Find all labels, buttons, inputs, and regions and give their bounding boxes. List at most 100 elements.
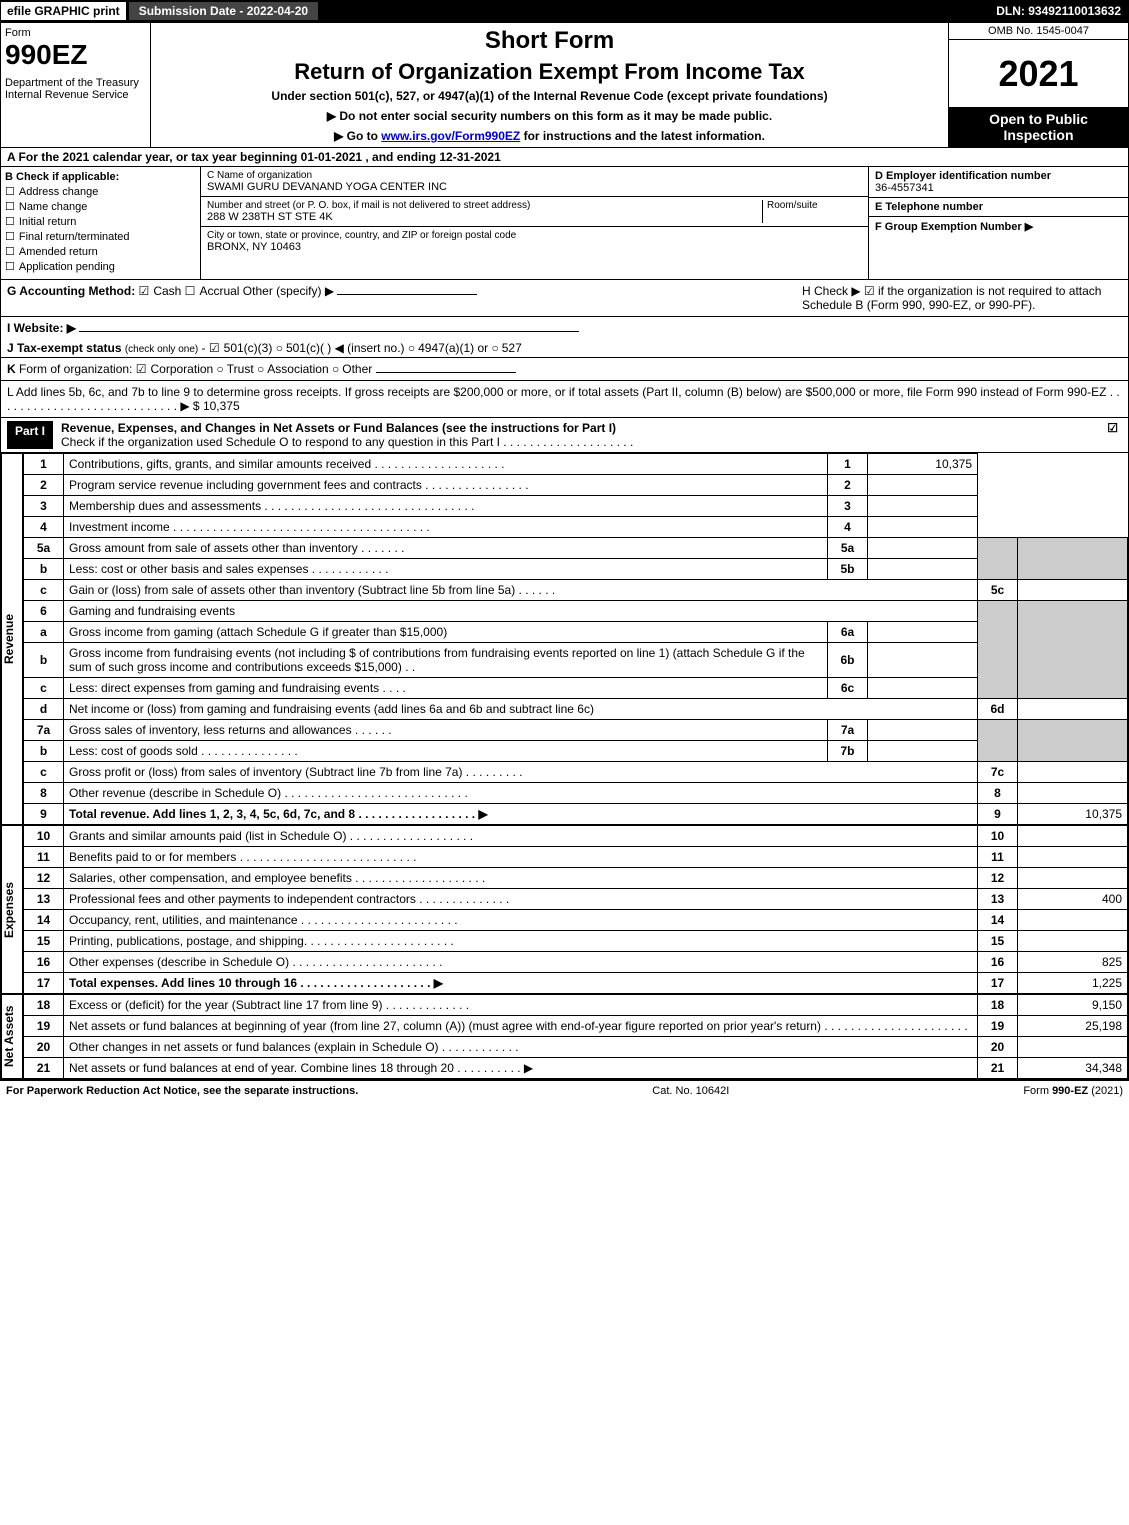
table-row: cGain or (loss) from sale of assets othe…	[24, 580, 1128, 601]
table-row: 18Excess or (deficit) for the year (Subt…	[24, 995, 1128, 1016]
table-row: 12Salaries, other compensation, and empl…	[24, 868, 1128, 889]
net-assets-side-label: Net Assets	[1, 994, 23, 1079]
irs-link[interactable]: www.irs.gov/Form990EZ	[381, 129, 520, 143]
table-row: 8Other revenue (describe in Schedule O) …	[24, 783, 1128, 804]
street-hint: Number and street (or P. O. box, if mail…	[207, 200, 762, 211]
accounting-method: G Accounting Method: Cash Accrual Other …	[7, 284, 477, 312]
chk-amended-return[interactable]: Amended return	[5, 245, 196, 258]
dln-label: DLN: 93492110013632	[988, 2, 1129, 20]
bullet-2-pre: ▶ Go to	[334, 129, 381, 143]
table-row: 9Total revenue. Add lines 1, 2, 3, 4, 5c…	[24, 804, 1128, 825]
chk-501c[interactable]: 501(c)( ) ◀ (insert no.)	[276, 341, 405, 355]
short-form-title: Short Form	[159, 27, 940, 55]
expenses-table: 10Grants and similar amounts paid (list …	[23, 825, 1128, 994]
right-box: OMB No. 1545-0047 2021 Open to Public In…	[948, 23, 1128, 147]
table-row: dNet income or (loss) from gaming and fu…	[24, 699, 1128, 720]
table-row: bLess: cost or other basis and sales exp…	[24, 559, 1128, 580]
chk-other-org[interactable]: Other	[332, 362, 372, 376]
org-name-cell: C Name of organization SWAMI GURU DEVANA…	[201, 167, 868, 197]
table-row: 13Professional fees and other payments t…	[24, 889, 1128, 910]
table-row: 3Membership dues and assessments . . . .…	[24, 496, 1128, 517]
g-label: G Accounting Method:	[7, 284, 135, 298]
row-j-tax-status: J Tax-exempt status (check only one) - 5…	[1, 339, 1128, 358]
website-label: I Website: ▶	[7, 321, 76, 335]
section-bcde: B Check if applicable: Address change Na…	[1, 167, 1128, 279]
efile-print-label[interactable]: efile GRAPHIC print	[0, 1, 127, 21]
chk-association[interactable]: Association	[257, 362, 329, 376]
table-row: 16Other expenses (describe in Schedule O…	[24, 952, 1128, 973]
other-specify: Other (specify) ▶	[243, 284, 334, 298]
part-1-header: Part I Revenue, Expenses, and Changes in…	[1, 418, 1128, 453]
org-name: SWAMI GURU DEVANAND YOGA CENTER INC	[207, 181, 862, 193]
department-label: Department of the Treasury Internal Reve…	[5, 77, 146, 101]
part-1-label: Part I	[7, 421, 53, 449]
omb-number: OMB No. 1545-0047	[949, 23, 1128, 40]
table-row: aGross income from gaming (attach Schedu…	[24, 622, 1128, 643]
form-container: Form 990EZ Department of the Treasury In…	[0, 22, 1129, 1080]
table-row: 21Net assets or fund balances at end of …	[24, 1058, 1128, 1079]
chk-trust[interactable]: Trust	[217, 362, 254, 376]
chk-address-change[interactable]: Address change	[5, 185, 196, 198]
table-row: bGross income from fundraising events (n…	[24, 643, 1128, 678]
row-a-calendar: A For the 2021 calendar year, or tax yea…	[1, 148, 1128, 167]
chk-accrual[interactable]: Accrual	[185, 284, 240, 298]
row-k-form-org: K Form of organization: Corporation Trus…	[1, 358, 1128, 381]
room-hint: Room/suite	[767, 200, 862, 211]
group-label: F Group Exemption Number ▶	[875, 220, 1122, 233]
table-row: 15Printing, publications, postage, and s…	[24, 931, 1128, 952]
chk-application-pending[interactable]: Application pending	[5, 260, 196, 273]
chk-4947[interactable]: 4947(a)(1) or	[408, 341, 488, 355]
form-number-box: Form 990EZ Department of the Treasury In…	[1, 23, 151, 147]
city-hint: City or town, state or province, country…	[207, 230, 862, 241]
chk-final-return[interactable]: Final return/terminated	[5, 230, 196, 243]
page-footer: For Paperwork Reduction Act Notice, see …	[0, 1080, 1129, 1101]
table-row: 4Investment income . . . . . . . . . . .…	[24, 517, 1128, 538]
bullet-2: ▶ Go to www.irs.gov/Form990EZ for instru…	[159, 129, 940, 143]
revenue-section: Revenue 1Contributions, gifts, grants, a…	[1, 453, 1128, 825]
open-to-public: Open to Public Inspection	[949, 107, 1128, 147]
top-bar: efile GRAPHIC print Submission Date - 20…	[0, 0, 1129, 22]
form-number: 990EZ	[5, 39, 146, 71]
column-d-identifiers: D Employer identification number 36-4557…	[868, 167, 1128, 279]
row-h-schedule-b: H Check ▶ ☑ if the organization is not r…	[802, 284, 1122, 312]
street-cell: Number and street (or P. O. box, if mail…	[201, 197, 868, 227]
street-address: 288 W 238TH ST STE 4K	[207, 211, 762, 223]
table-row: cLess: direct expenses from gaming and f…	[24, 678, 1128, 699]
row-l-amount: 10,375	[203, 399, 240, 413]
table-row: 20Other changes in net assets or fund ba…	[24, 1037, 1128, 1058]
other-org-input[interactable]	[376, 372, 516, 373]
form-word: Form	[5, 27, 146, 39]
chk-501c3[interactable]: 501(c)(3)	[209, 341, 272, 355]
return-title: Return of Organization Exempt From Incom…	[159, 59, 940, 85]
row-i-website: I Website: ▶	[1, 317, 1128, 339]
chk-corporation[interactable]: Corporation	[136, 362, 213, 376]
website-input[interactable]	[79, 331, 579, 332]
part-1-checkbox[interactable]	[1107, 421, 1122, 449]
ein-cell: D Employer identification number 36-4557…	[869, 167, 1128, 198]
tel-cell: E Telephone number	[869, 198, 1128, 217]
other-input[interactable]	[337, 294, 477, 295]
table-row: 7aGross sales of inventory, less returns…	[24, 720, 1128, 741]
chk-initial-return[interactable]: Initial return	[5, 215, 196, 228]
tax-year: 2021	[949, 40, 1128, 107]
table-row: bLess: cost of goods sold . . . . . . . …	[24, 741, 1128, 762]
chk-cash[interactable]: Cash	[139, 284, 182, 298]
city-cell: City or town, state or province, country…	[201, 227, 868, 256]
title-box: Short Form Return of Organization Exempt…	[151, 23, 948, 147]
part-1-subtitle: Check if the organization used Schedule …	[61, 435, 633, 449]
chk-527[interactable]: 527	[492, 341, 522, 355]
bullet-1: ▶ Do not enter social security numbers o…	[159, 109, 940, 123]
table-row: 10Grants and similar amounts paid (list …	[24, 826, 1128, 847]
submission-date: Submission Date - 2022-04-20	[129, 2, 318, 20]
column-c-org-info: C Name of organization SWAMI GURU DEVANA…	[201, 167, 868, 279]
footer-form-ref: Form 990-EZ (2021)	[1023, 1085, 1123, 1097]
footer-cat-no: Cat. No. 10642I	[652, 1085, 729, 1097]
group-cell: F Group Exemption Number ▶	[869, 217, 1128, 236]
ein-value: 36-4557341	[875, 182, 1122, 194]
revenue-table: 1Contributions, gifts, grants, and simil…	[23, 453, 1128, 825]
chk-name-change[interactable]: Name change	[5, 200, 196, 213]
expenses-section: Expenses 10Grants and similar amounts pa…	[1, 825, 1128, 994]
row-l-text: L Add lines 5b, 6c, and 7b to line 9 to …	[7, 385, 1120, 413]
under-section: Under section 501(c), 527, or 4947(a)(1)…	[159, 89, 940, 103]
footer-left: For Paperwork Reduction Act Notice, see …	[6, 1085, 358, 1097]
